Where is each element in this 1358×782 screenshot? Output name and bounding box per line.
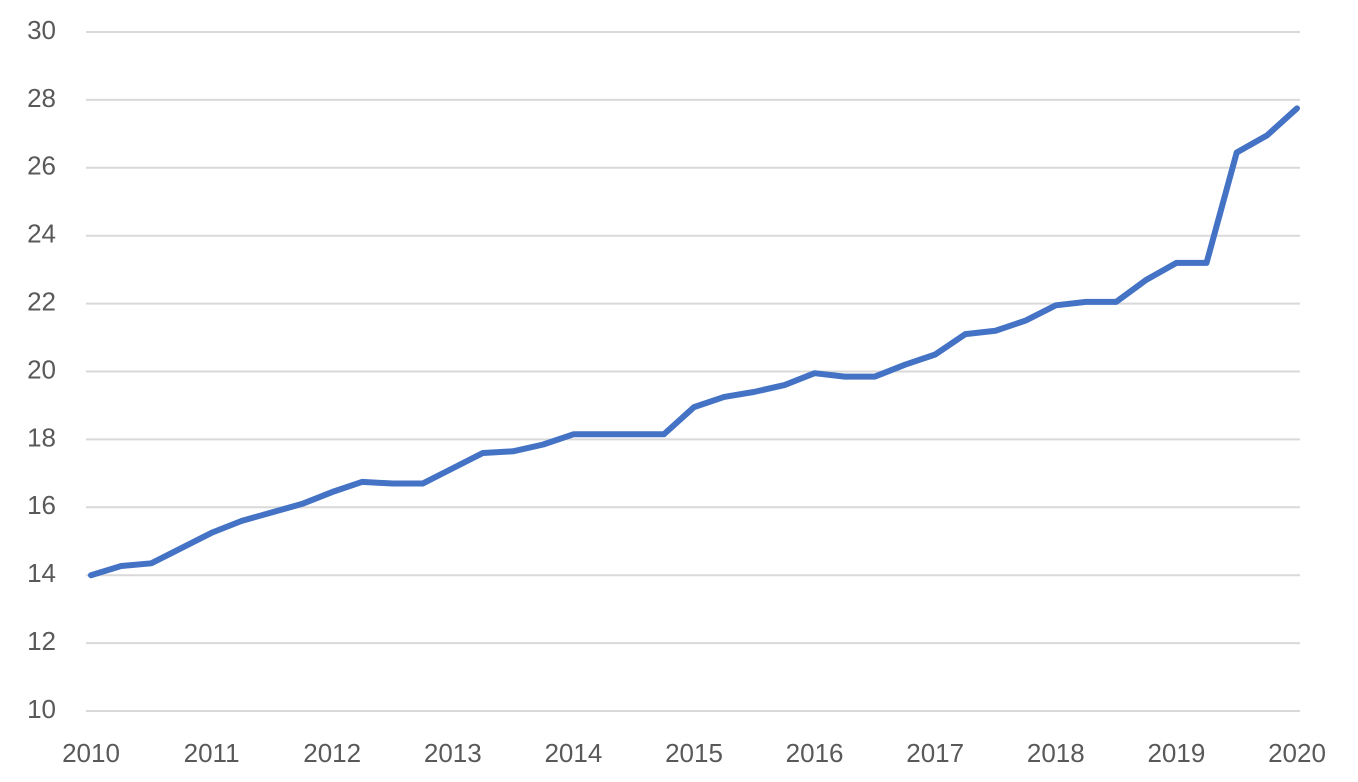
y-tick-label: 30	[27, 15, 56, 45]
y-tick-label: 28	[27, 83, 56, 113]
y-tick-label: 18	[27, 422, 56, 452]
x-tick-label: 2017	[906, 738, 964, 768]
x-tick-label: 2013	[424, 738, 482, 768]
x-tick-label: 2014	[544, 738, 602, 768]
x-tick-label: 2019	[1147, 738, 1205, 768]
x-tick-label: 2012	[303, 738, 361, 768]
data-line	[88, 105, 1300, 579]
y-tick-label: 26	[27, 151, 56, 181]
y-tick-label: 22	[27, 286, 56, 316]
y-tick-label: 10	[27, 694, 56, 724]
x-tick-label: 2016	[786, 738, 844, 768]
y-tick-label: 24	[27, 219, 56, 249]
x-tick-label: 2015	[665, 738, 723, 768]
x-tick-label: 2010	[62, 738, 120, 768]
y-tick-label: 12	[27, 626, 56, 656]
y-tick-label: 20	[27, 354, 56, 384]
y-tick-label: 14	[27, 558, 56, 588]
x-tick-label: 2020	[1268, 738, 1326, 768]
x-tick-label: 2011	[184, 738, 240, 768]
x-tick-label: 2018	[1027, 738, 1085, 768]
y-tick-label: 16	[27, 490, 56, 520]
